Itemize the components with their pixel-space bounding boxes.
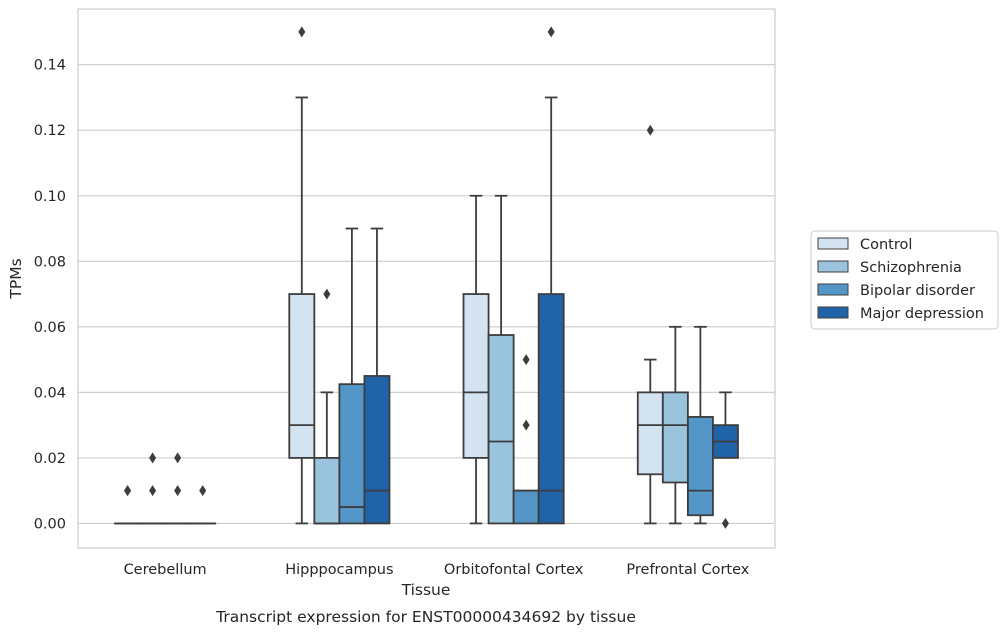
- box-1-1: [313, 288, 341, 525]
- box-body: [537, 293, 565, 525]
- outlier-point: [199, 485, 207, 497]
- box-2-1: [487, 194, 515, 525]
- box-body: [636, 391, 664, 476]
- box-0-2: [164, 452, 192, 525]
- legend-swatch: [817, 283, 849, 296]
- box-body: [512, 489, 540, 525]
- box-body: [462, 293, 490, 459]
- y-tick-label: 0.14: [34, 58, 66, 74]
- outlier-point: [547, 26, 555, 38]
- legend-swatch: [817, 306, 849, 319]
- y-axis-label: TPMs: [7, 258, 25, 299]
- y-tick-label: 0.06: [34, 320, 66, 336]
- box-body: [487, 334, 515, 525]
- box-body: [686, 416, 714, 517]
- box-2-0: [462, 194, 490, 525]
- box-body: [338, 383, 366, 525]
- legend-label: Bipolar disorder: [860, 283, 975, 299]
- plot-area-frame: [77, 8, 776, 549]
- box-3-2: [686, 325, 714, 525]
- box-0-0: [114, 485, 141, 525]
- x-tick-label: Hipppocampus: [285, 562, 393, 578]
- legend-label: Schizophrenia: [860, 260, 962, 276]
- outlier-point: [174, 485, 182, 497]
- y-tick-label: 0.00: [34, 516, 66, 532]
- y-axis-ticks: 0.00 0.02 0.04 0.06 0.08 0.10 0.12 0.14: [34, 58, 66, 533]
- outlier-point: [646, 124, 654, 136]
- box-1-3: [363, 227, 391, 525]
- outlier-point: [124, 485, 132, 497]
- box-0-1: [139, 452, 167, 525]
- box-body: [363, 375, 391, 525]
- outlier-point: [323, 288, 331, 300]
- box-3-3: [712, 391, 739, 529]
- outlier-point: [522, 419, 530, 431]
- outlier-point: [298, 26, 306, 38]
- box-plot-marks: [114, 26, 739, 529]
- x-axis-ticks: Cerebellum Hipppocampus Orbitofontal Corte…: [124, 562, 750, 578]
- outlier-point: [149, 452, 157, 464]
- box-3-0: [636, 124, 664, 525]
- box-2-3: [537, 26, 565, 525]
- legend-swatch: [817, 260, 849, 273]
- x-tick-label: Cerebellum: [124, 562, 207, 578]
- y-tick-label: 0.04: [34, 385, 66, 401]
- y-tick-label: 0.10: [34, 189, 66, 205]
- legend-items: Control Schizophrenia Bipolar disorder Majo…: [817, 237, 984, 322]
- y-tick-label: 0.12: [34, 123, 66, 139]
- outlier-point: [721, 517, 729, 529]
- box-2-2: [512, 354, 540, 525]
- outlier-point: [522, 354, 530, 366]
- x-tick-label: Prefrontal Cortex: [626, 562, 749, 578]
- box-body: [288, 293, 316, 459]
- legend-label: Control: [860, 237, 912, 253]
- box-body: [661, 391, 689, 484]
- box-3-1: [661, 325, 689, 525]
- box-body: [313, 456, 341, 525]
- legend-swatch: [817, 237, 849, 250]
- legend: Control Schizophrenia Bipolar disorder Majo…: [810, 230, 999, 330]
- outlier-point: [174, 452, 182, 464]
- legend-label: Major depression: [860, 306, 984, 322]
- outlier-point: [149, 485, 157, 497]
- x-tick-label: Orbitofontal Cortex: [444, 562, 584, 578]
- box-0-3: [189, 485, 217, 525]
- legend-frame: [810, 230, 999, 330]
- grid-lines: [78, 64, 775, 524]
- y-tick-label: 0.08: [34, 254, 66, 270]
- x-axis-label: Tissue: [401, 581, 451, 599]
- y-tick-label: 0.02: [34, 451, 66, 467]
- box-1-2: [338, 227, 366, 525]
- figure-caption: Transcript expression for ENST0000043469…: [215, 608, 636, 626]
- box-1-0: [288, 26, 316, 525]
